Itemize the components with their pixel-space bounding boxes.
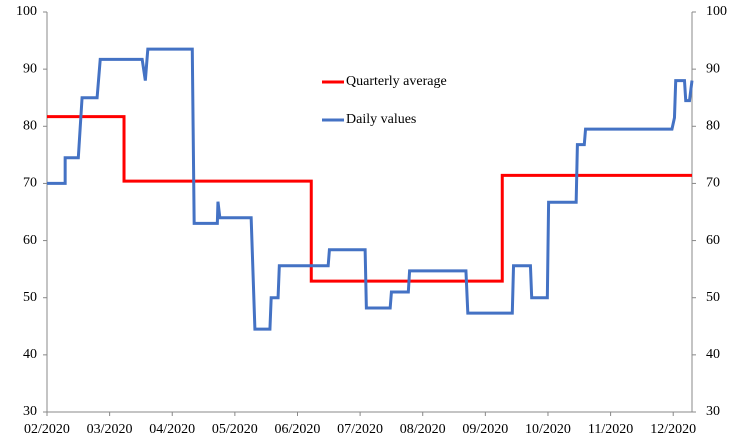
y2-tick-label: 70	[706, 176, 720, 191]
series-line	[47, 115, 692, 283]
series-line	[47, 47, 694, 331]
y2-tick-label: 90	[706, 61, 720, 76]
y2-tick-label: 60	[706, 233, 720, 248]
legend-label: Quarterly average	[346, 74, 447, 89]
y-tick-label: 30	[23, 404, 37, 419]
x-tick-label: 09/2020	[462, 422, 508, 437]
x-tick-label: 04/2020	[149, 422, 195, 437]
y-tick-label: 70	[23, 176, 37, 191]
x-tick-label: 12/2020	[650, 422, 696, 437]
legend-label: Daily values	[346, 112, 416, 127]
y-tick-label: 100	[16, 4, 37, 19]
y2-tick-label: 40	[706, 347, 720, 362]
y2-tick-label: 50	[706, 290, 720, 305]
x-tick-label: 06/2020	[275, 422, 321, 437]
x-tick-label: 10/2020	[525, 422, 571, 437]
x-tick-label: 02/2020	[24, 422, 70, 437]
x-tick-label: 03/2020	[87, 422, 133, 437]
x-tick-label: 07/2020	[337, 422, 383, 437]
y2-tick-label: 30	[706, 404, 720, 419]
y-tick-label: 50	[23, 290, 37, 305]
x-tick-label: 08/2020	[400, 422, 446, 437]
x-tick-label: 11/2020	[588, 422, 633, 437]
y-tick-label: 40	[23, 347, 37, 362]
x-tick-label: 05/2020	[212, 422, 258, 437]
y2-tick-label: 100	[706, 4, 727, 19]
y-tick-label: 80	[23, 119, 37, 134]
y-tick-label: 90	[23, 61, 37, 76]
y-tick-label: 60	[23, 233, 37, 248]
y2-tick-label: 80	[706, 119, 720, 134]
